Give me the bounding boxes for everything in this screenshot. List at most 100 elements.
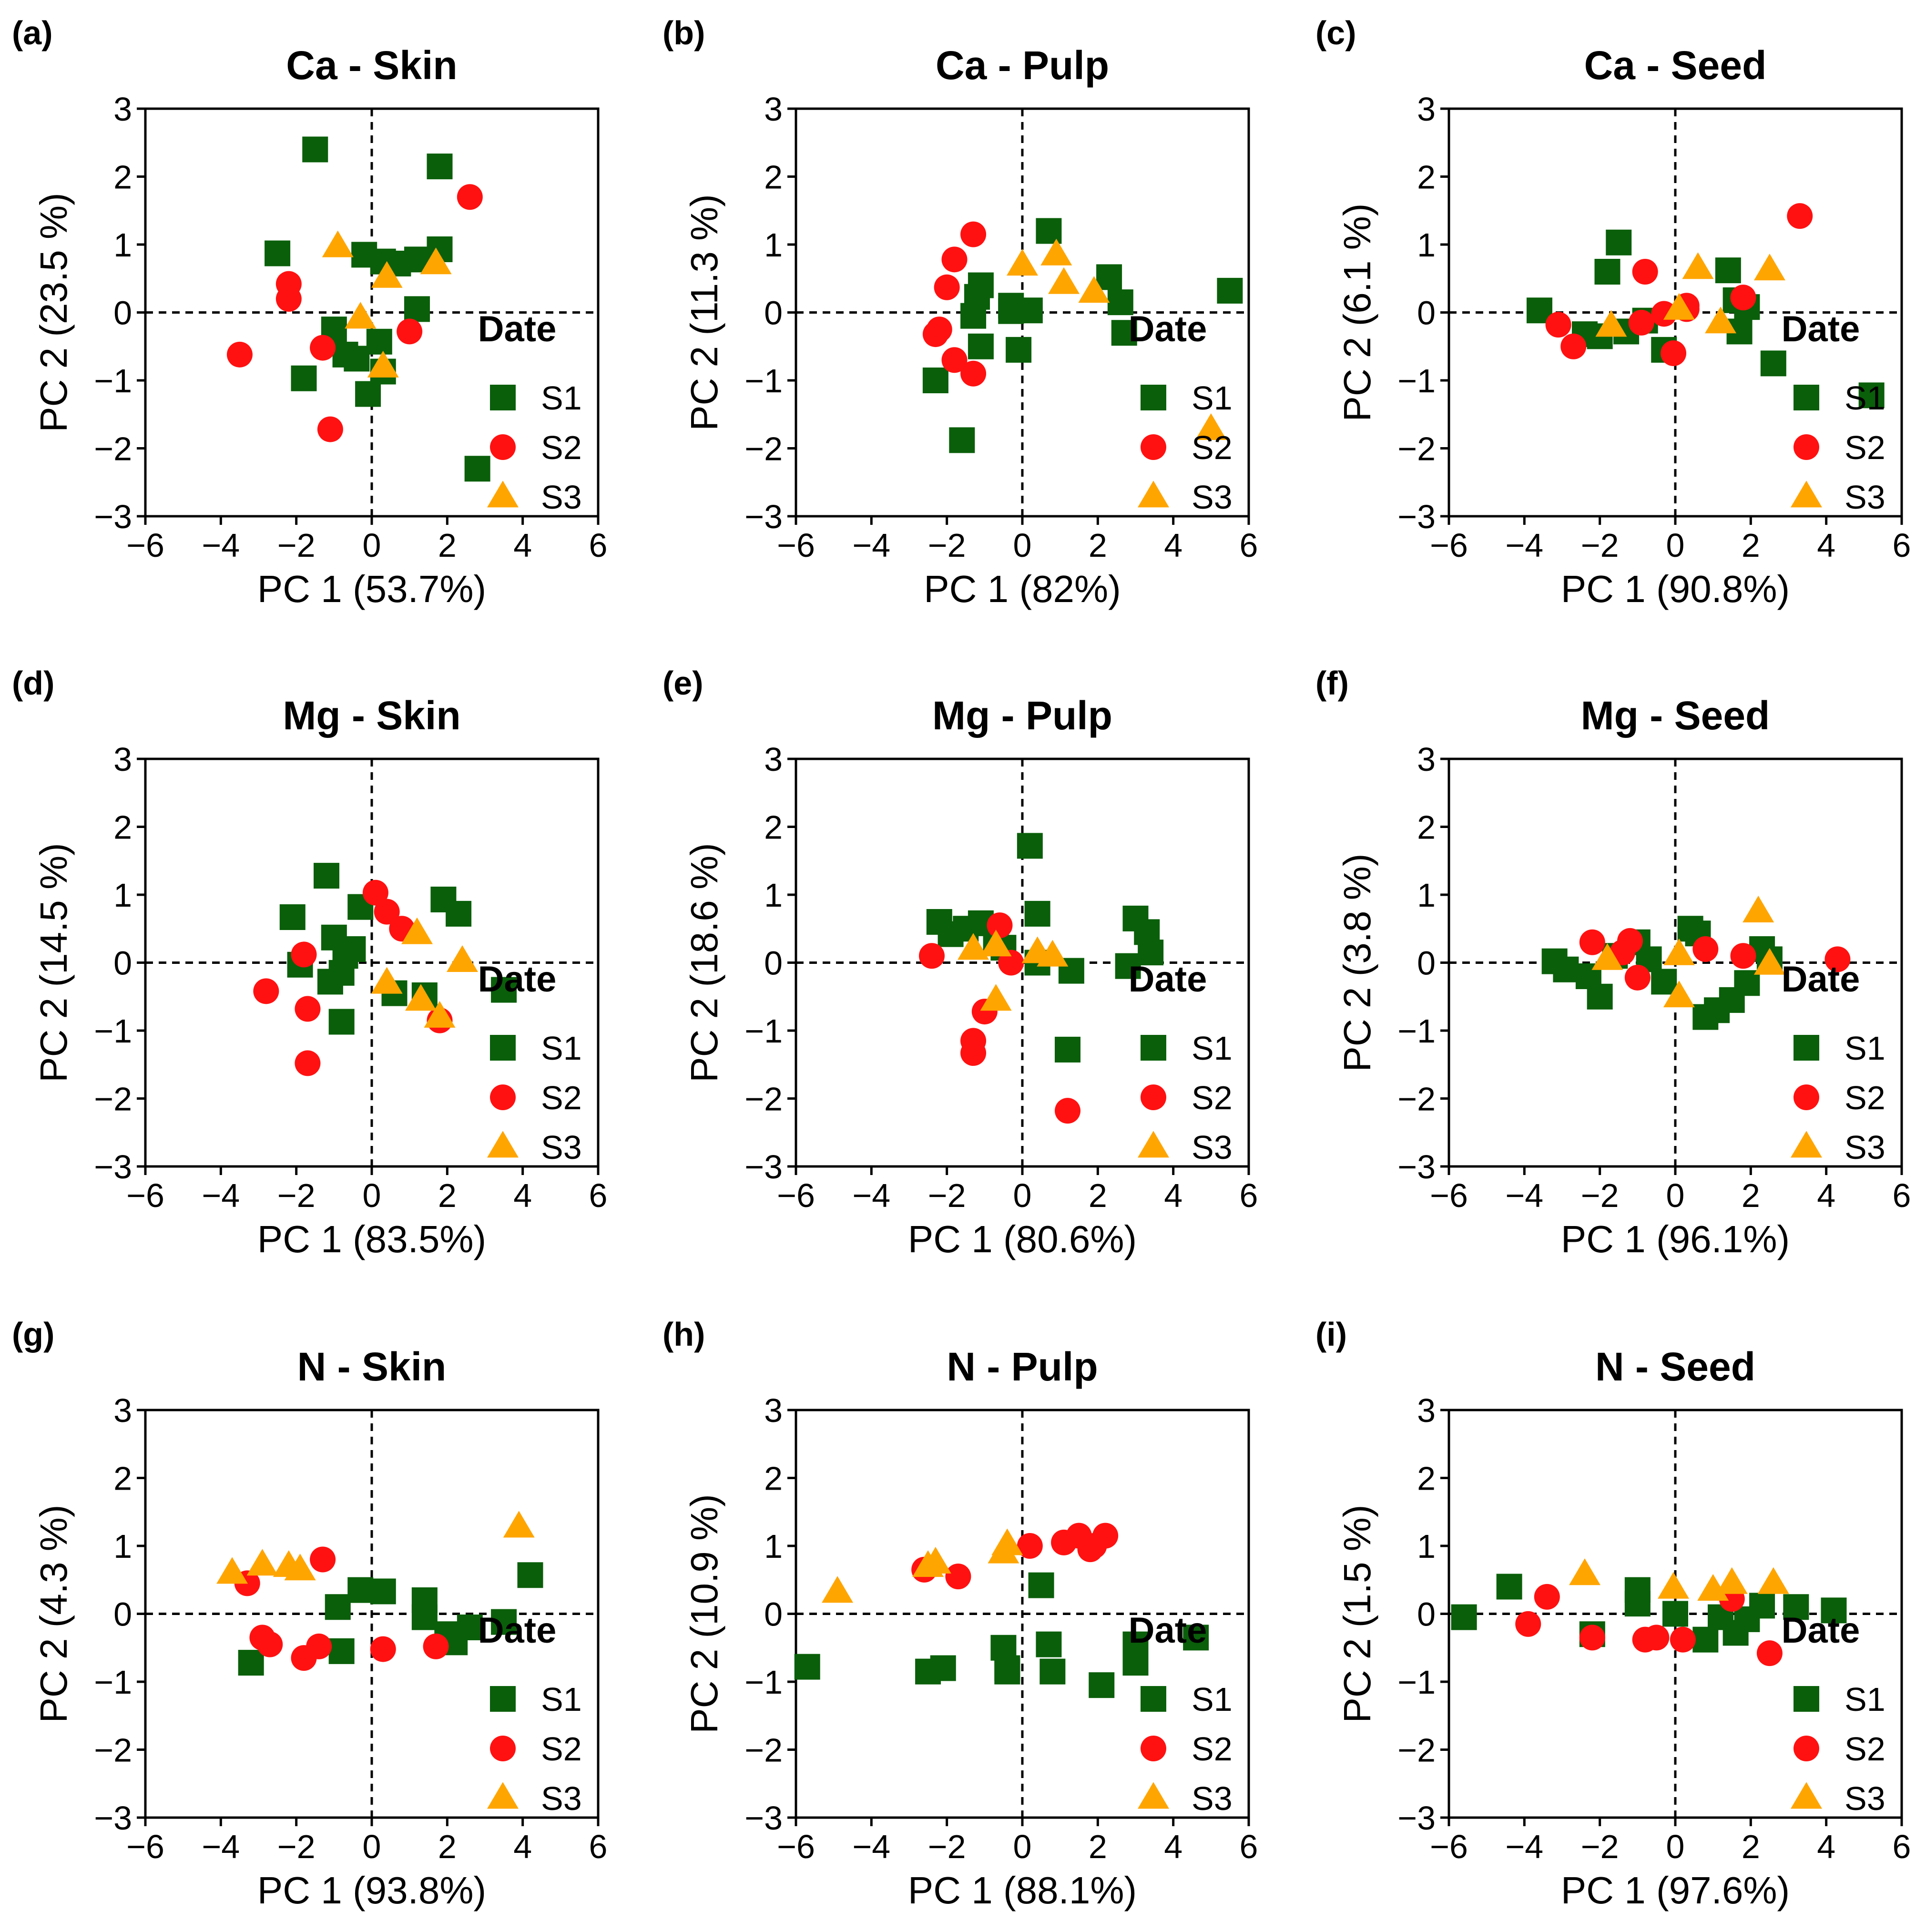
y-tick-label: 3 bbox=[764, 1392, 783, 1429]
x-tick-label: 2 bbox=[438, 1828, 457, 1865]
y-tick-label: −1 bbox=[1397, 362, 1436, 399]
legend-marker-s1 bbox=[1141, 385, 1166, 410]
panel-title: Ca - Skin bbox=[286, 43, 457, 88]
point-s3 bbox=[405, 984, 437, 1011]
legend-marker-s3 bbox=[1791, 1782, 1822, 1809]
point-s1 bbox=[1821, 1597, 1847, 1624]
point-s3 bbox=[1716, 1567, 1748, 1594]
point-s1 bbox=[1055, 1036, 1080, 1063]
point-s2 bbox=[257, 1631, 283, 1657]
legend-title: Date bbox=[1782, 1610, 1860, 1651]
point-s2 bbox=[1661, 340, 1687, 366]
y-tick-label: −3 bbox=[744, 498, 783, 535]
point-s3 bbox=[1078, 276, 1110, 303]
legend-marker-s2 bbox=[1794, 1736, 1819, 1761]
legend-marker-s3 bbox=[1138, 1131, 1169, 1158]
y-tick-label: −3 bbox=[94, 1148, 132, 1186]
x-tick-label: −4 bbox=[852, 1177, 890, 1214]
x-tick-label: 4 bbox=[513, 1828, 532, 1865]
point-s1 bbox=[1624, 1591, 1651, 1617]
point-s3 bbox=[1743, 896, 1774, 923]
point-s1 bbox=[1039, 1658, 1066, 1685]
point-s2 bbox=[306, 1633, 332, 1659]
point-s3 bbox=[367, 350, 399, 378]
point-s2 bbox=[1824, 946, 1851, 972]
point-s2 bbox=[941, 246, 968, 273]
point-s2 bbox=[291, 941, 317, 968]
x-axis-label: PC 1 (83.5%) bbox=[257, 1218, 486, 1260]
point-s1 bbox=[949, 427, 975, 453]
y-tick-label: −1 bbox=[744, 1012, 783, 1050]
point-s1 bbox=[291, 365, 317, 391]
legend-marker-s2 bbox=[1141, 1736, 1166, 1761]
legend-label-s2: S2 bbox=[541, 1079, 582, 1116]
panel-letter: (b) bbox=[662, 14, 705, 51]
legend-title: Date bbox=[478, 959, 557, 1000]
y-tick-label: 3 bbox=[113, 91, 132, 128]
legend-label-s2: S2 bbox=[1192, 1079, 1233, 1116]
y-tick-label: −2 bbox=[1397, 430, 1436, 468]
point-s3 bbox=[1663, 293, 1695, 320]
legend-label-s1: S1 bbox=[1192, 1681, 1233, 1718]
x-tick-label: 4 bbox=[1164, 1828, 1182, 1865]
y-tick-label: −1 bbox=[744, 1664, 783, 1701]
point-s2 bbox=[295, 996, 321, 1022]
x-tick-label: 2 bbox=[1742, 527, 1760, 564]
legend-marker-s3 bbox=[1791, 1131, 1822, 1158]
legend-label-s2: S2 bbox=[1844, 1730, 1885, 1768]
x-tick-label: −4 bbox=[202, 1828, 240, 1865]
y-tick-label: 1 bbox=[764, 226, 783, 264]
point-s1 bbox=[1122, 1650, 1149, 1676]
legend-marker-s1 bbox=[490, 1686, 516, 1712]
legend-marker-s2 bbox=[1794, 1084, 1819, 1110]
x-tick-label: 6 bbox=[589, 1828, 608, 1865]
legend-label-s3: S3 bbox=[1844, 1780, 1885, 1817]
panel-letter: (a) bbox=[12, 14, 53, 51]
point-s2 bbox=[1560, 333, 1587, 359]
y-tick-label: 3 bbox=[764, 741, 783, 778]
y-tick-label: −1 bbox=[744, 362, 783, 399]
point-s2 bbox=[960, 221, 987, 247]
point-s2 bbox=[1579, 1625, 1605, 1651]
x-tick-label: −4 bbox=[202, 527, 240, 564]
x-tick-label: 6 bbox=[589, 1177, 608, 1214]
y-tick-label: 0 bbox=[764, 295, 783, 332]
legend-marker-s3 bbox=[1138, 480, 1169, 508]
point-s3 bbox=[1037, 940, 1069, 967]
x-tick-label: 0 bbox=[1666, 527, 1685, 564]
y-axis-label: PC 2 (18.6 %) bbox=[683, 843, 725, 1082]
legend-label-s1: S1 bbox=[1192, 1030, 1233, 1067]
legend-marker-s1 bbox=[1141, 1035, 1166, 1061]
point-s3 bbox=[503, 1511, 535, 1538]
x-tick-label: −2 bbox=[928, 1828, 966, 1865]
y-axis-label: PC 2 (23.5 %) bbox=[32, 193, 75, 432]
point-s2 bbox=[374, 899, 400, 925]
legend-marker-s2 bbox=[1794, 434, 1819, 460]
point-s1 bbox=[238, 1650, 264, 1676]
point-s1 bbox=[279, 904, 306, 930]
x-tick-label: −2 bbox=[277, 1177, 316, 1214]
point-s3 bbox=[1753, 948, 1785, 975]
panel-e: (e) Mg - Pulp −6 −4 −2 0 2 4 6 −3 −2 −1 0 1 2 3 PC 1 (80… bbox=[662, 664, 1258, 1260]
x-tick-label: −2 bbox=[1581, 1177, 1619, 1214]
x-tick-label: −6 bbox=[777, 527, 815, 564]
x-tick-label: 4 bbox=[1817, 527, 1835, 564]
y-tick-label: −3 bbox=[1397, 1799, 1436, 1837]
point-s1 bbox=[1096, 264, 1122, 290]
point-s2 bbox=[1730, 943, 1756, 969]
point-s1 bbox=[411, 1604, 438, 1630]
x-tick-label: −2 bbox=[277, 527, 316, 564]
point-s1 bbox=[1651, 969, 1677, 995]
legend-label-s2: S2 bbox=[541, 1730, 582, 1768]
point-s1 bbox=[464, 456, 490, 482]
point-s2 bbox=[1579, 929, 1605, 955]
panel-letter: (i) bbox=[1315, 1316, 1347, 1353]
legend-marker-s1 bbox=[1794, 1035, 1819, 1061]
point-s1 bbox=[328, 1638, 355, 1664]
legend-label-s1: S1 bbox=[1844, 1030, 1885, 1067]
point-s1 bbox=[1662, 1601, 1688, 1627]
point-s1 bbox=[1451, 1604, 1477, 1630]
y-tick-label: 1 bbox=[764, 1528, 783, 1565]
y-tick-label: 2 bbox=[113, 809, 132, 846]
